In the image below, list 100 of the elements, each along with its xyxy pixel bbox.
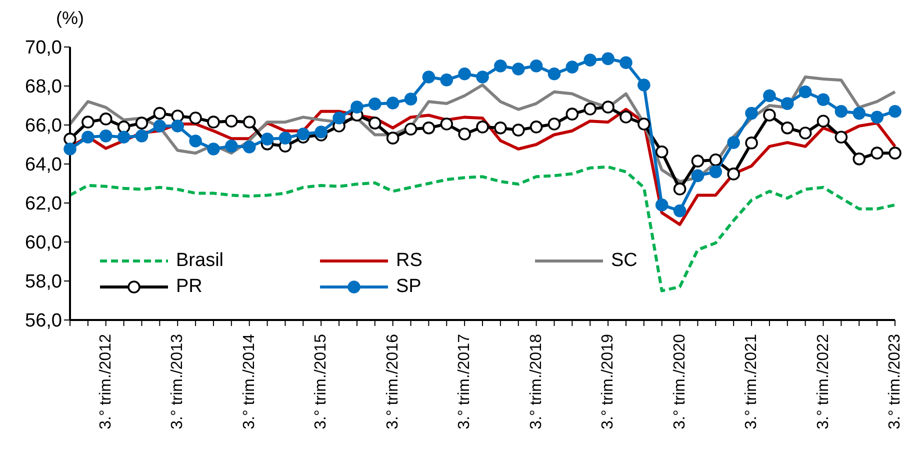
point xyxy=(404,122,418,136)
point xyxy=(566,108,579,120)
point xyxy=(260,132,274,146)
point xyxy=(763,89,776,102)
point xyxy=(476,70,489,84)
point xyxy=(82,116,94,128)
point xyxy=(638,78,650,92)
point xyxy=(207,116,220,128)
point xyxy=(602,52,614,66)
point xyxy=(189,112,202,124)
point xyxy=(548,68,561,80)
point xyxy=(852,152,866,166)
point xyxy=(117,120,130,134)
x-tick-label: 3.° trim./2015 xyxy=(312,334,330,430)
line-series xyxy=(68,165,896,292)
point xyxy=(620,56,632,69)
point xyxy=(655,146,668,158)
point xyxy=(153,106,166,120)
point xyxy=(673,182,686,196)
x-tick-label: 3.° trim./2016 xyxy=(384,334,402,430)
point xyxy=(64,142,76,156)
x-tick-label: 3.° trim./2013 xyxy=(169,334,186,430)
point xyxy=(404,92,418,106)
point xyxy=(135,116,148,130)
point xyxy=(368,98,382,110)
point xyxy=(727,136,740,149)
x-tick-label: 3.° trim./2017 xyxy=(456,334,474,430)
point xyxy=(530,60,543,72)
point xyxy=(745,106,758,120)
point xyxy=(314,126,328,138)
point xyxy=(332,112,346,124)
y-tick-label: 60,0 xyxy=(25,232,62,254)
point xyxy=(709,165,722,178)
point xyxy=(798,126,812,140)
point xyxy=(673,204,686,218)
point xyxy=(99,130,112,142)
point xyxy=(834,130,848,144)
point xyxy=(494,60,507,72)
legend-label: SC xyxy=(611,250,638,272)
point xyxy=(386,132,400,144)
point xyxy=(368,116,382,130)
y-tick-label: 58,0 xyxy=(25,272,62,293)
y-axis-title: (%) xyxy=(56,8,84,29)
point xyxy=(709,154,722,166)
point xyxy=(655,198,668,212)
point xyxy=(530,120,543,134)
point xyxy=(422,70,436,84)
point xyxy=(816,93,830,106)
point xyxy=(171,120,184,132)
point xyxy=(458,68,471,80)
point xyxy=(278,132,292,144)
x-tick-label: 3.° trim./2022 xyxy=(814,334,832,430)
point xyxy=(153,120,166,132)
point xyxy=(207,142,220,156)
point xyxy=(727,168,740,180)
point xyxy=(602,100,614,114)
y-tick-label: 70,0 xyxy=(25,38,62,59)
point xyxy=(64,132,76,146)
point xyxy=(638,118,650,130)
point xyxy=(99,112,112,126)
x-tick-label: 3.° trim./2019 xyxy=(600,334,617,430)
y-tick-label: 62,0 xyxy=(25,194,62,215)
point xyxy=(171,110,184,122)
x-tick-label: 3.° trim./2021 xyxy=(743,334,760,430)
x-tick-label: 3.° trim./2018 xyxy=(528,334,545,430)
x-tick-label: 3.° trim./2014 xyxy=(240,334,258,430)
point xyxy=(386,96,400,110)
point xyxy=(242,116,256,128)
point xyxy=(458,128,471,140)
point xyxy=(816,114,830,128)
point xyxy=(888,104,902,118)
point xyxy=(745,136,758,150)
point xyxy=(135,130,148,142)
point xyxy=(225,140,238,152)
point xyxy=(780,122,794,134)
y-tick-label: 68,0 xyxy=(25,76,62,98)
point xyxy=(242,140,256,154)
point xyxy=(225,114,238,128)
point xyxy=(620,110,632,124)
point xyxy=(82,130,94,144)
point xyxy=(852,106,866,120)
point xyxy=(512,124,525,136)
point xyxy=(798,85,812,98)
point xyxy=(566,60,579,74)
point xyxy=(476,120,489,134)
y-tick-label: 64,0 xyxy=(25,154,62,176)
y-tick-label: 66,0 xyxy=(25,116,62,137)
legend-label: SP xyxy=(396,276,422,298)
point xyxy=(548,118,561,130)
x-tick-label: 3.° trim./2020 xyxy=(671,334,688,430)
legend-label: PR xyxy=(176,276,202,298)
point xyxy=(780,97,794,110)
point xyxy=(189,134,202,148)
point xyxy=(691,154,704,168)
point xyxy=(888,146,902,160)
point xyxy=(422,122,436,134)
point xyxy=(870,146,884,160)
point xyxy=(691,169,704,182)
point xyxy=(584,102,597,116)
legend-label: RS xyxy=(396,250,422,272)
